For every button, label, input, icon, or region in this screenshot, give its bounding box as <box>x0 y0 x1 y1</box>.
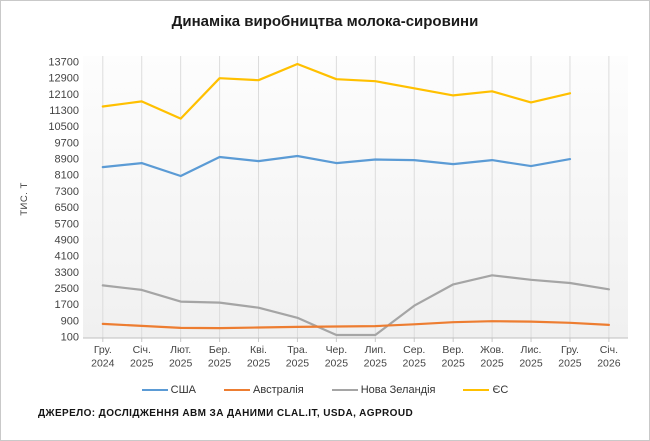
x-tick-label: Жов. 2025 <box>480 344 504 370</box>
y-tick-label: 2500 <box>55 283 79 295</box>
y-tick-label: 11300 <box>49 105 79 117</box>
x-tick-label: Бер. 2025 <box>208 344 232 370</box>
x-tick-label: Лис. 2025 <box>519 344 543 370</box>
y-tick-label: 4900 <box>55 234 79 246</box>
y-tick-label: 6500 <box>55 202 79 214</box>
x-tick-label: Січ. 2026 <box>597 344 621 370</box>
x-tick-label: Лип. 2025 <box>364 344 388 370</box>
y-tick-label: 12100 <box>48 89 79 101</box>
y-tick-label: 1700 <box>55 299 79 311</box>
legend: США Австралія Нова Зеландія ЄС <box>1 381 649 399</box>
y-tick-label: 8100 <box>55 170 79 182</box>
series-line-Австралія <box>101 320 611 330</box>
line-chart: 100 900 1700 2500 3300 4100 4900 5700 6500 7300 81… <box>19 56 628 370</box>
plot-area <box>83 56 628 338</box>
series-line-ЄС <box>101 62 572 120</box>
legend-item-Нова Зеландія: Нова Зеландія <box>331 384 436 396</box>
source-note: ДЖЕРЕЛО: ДОСЛІДЖЕННЯ АВМ ЗА ДАНИМИ CLAL.… <box>38 408 414 419</box>
y-tick-label: 7300 <box>55 186 79 198</box>
y-tick-label: 4100 <box>55 251 79 263</box>
y-axis-title: ТИС. Т <box>19 182 30 216</box>
x-tick-label: Гру. 2024 <box>91 344 115 370</box>
legend-label: ЄС <box>492 384 509 396</box>
legend-swatch <box>141 388 168 392</box>
x-tick-label: Лют. 2025 <box>169 344 193 370</box>
x-tick-label: Вер. 2025 <box>441 344 465 370</box>
legend-item-ЄС: ЄС <box>463 384 508 396</box>
y-tick-label: 12900 <box>48 73 79 85</box>
y-tick-label: 8900 <box>55 154 79 166</box>
legend-swatch <box>331 388 358 392</box>
legend-item-Австралія: Австралія <box>224 384 304 396</box>
series-line-Нова Зеландія <box>101 274 611 337</box>
x-tick-label: Тра. 2025 <box>286 344 310 370</box>
x-tick-label: Чер. 2025 <box>325 344 349 370</box>
y-tick-label: 3300 <box>55 267 79 279</box>
y-tick-label: 100 <box>61 332 79 344</box>
y-tick-label: 5700 <box>55 218 79 230</box>
legend-label: США <box>170 384 197 396</box>
legend-item-США: США <box>141 384 197 396</box>
x-tick-label: Січ. 2025 <box>130 344 154 370</box>
legend-swatch <box>224 388 251 392</box>
y-tick-label: 10500 <box>48 121 79 133</box>
y-tick-label: 13700 <box>48 57 79 69</box>
legend-label: Нова Зеландія <box>360 384 436 396</box>
legend-label: Австралія <box>253 384 304 396</box>
legend-swatch <box>463 388 490 392</box>
series-line-США <box>101 154 572 178</box>
x-tick-label: Кві. 2025 <box>247 344 271 370</box>
y-tick-label: 900 <box>61 315 79 327</box>
x-tick-label: Сер. 2025 <box>403 344 427 370</box>
y-tick-label: 9700 <box>55 137 79 149</box>
chart-title: Динаміка виробництва молока-сировини <box>171 13 479 30</box>
x-tick-label: Гру. 2025 <box>558 344 582 370</box>
